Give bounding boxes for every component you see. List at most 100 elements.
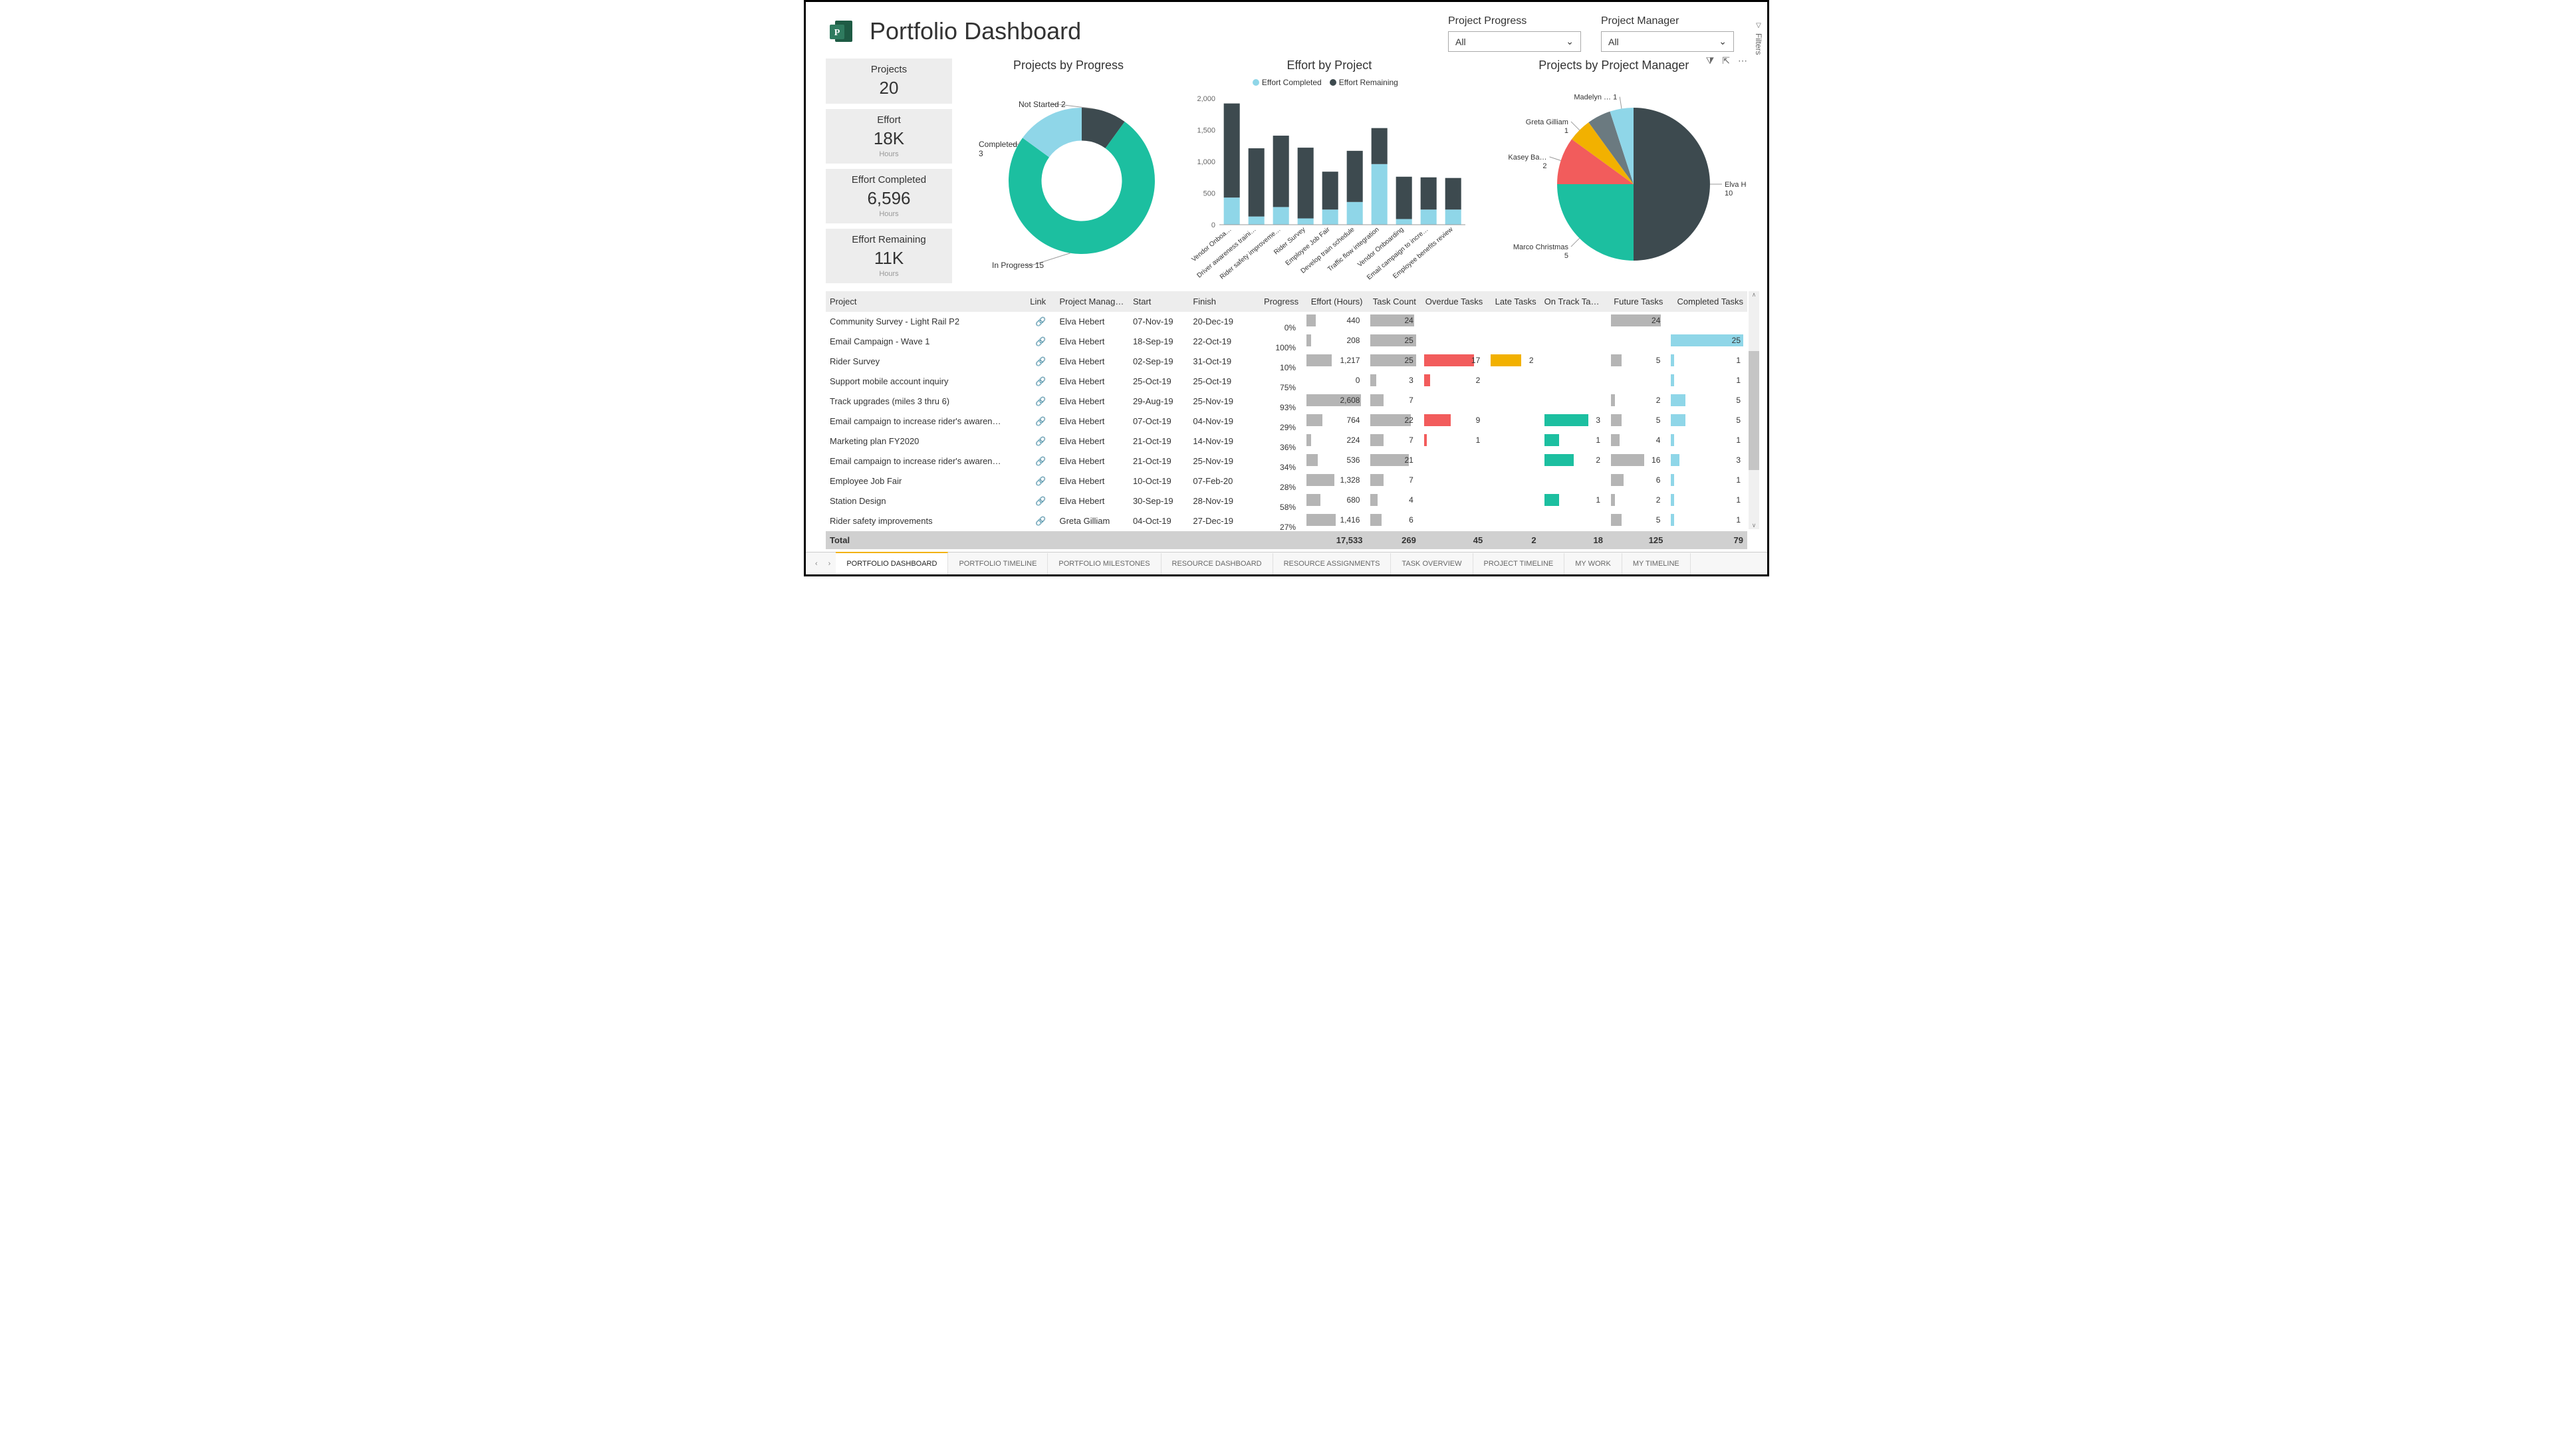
cell-completed: 1	[1667, 491, 1747, 511]
link-icon[interactable]: 🔗	[1035, 436, 1046, 446]
bar-completed[interactable]	[1273, 207, 1289, 225]
table-row[interactable]: Support mobile account inquiry 🔗 Elva He…	[826, 372, 1747, 392]
tab-task-overview[interactable]: TASK OVERVIEW	[1391, 553, 1473, 574]
pie-slice[interactable]	[1634, 108, 1710, 261]
column-header-manager[interactable]: Project Manager ▲	[1055, 291, 1128, 312]
scroll-down-icon[interactable]: ∨	[1752, 522, 1757, 529]
bar-remaining[interactable]	[1224, 104, 1240, 198]
bar-remaining[interactable]	[1396, 177, 1412, 219]
bar-completed[interactable]	[1347, 202, 1363, 225]
bar-completed[interactable]	[1224, 197, 1240, 225]
bar-remaining[interactable]	[1372, 128, 1388, 164]
cell-future: 5	[1607, 511, 1667, 531]
bar-remaining[interactable]	[1445, 178, 1461, 210]
table-row[interactable]: Employee Job Fair 🔗 Elva Hebert 10-Oct-1…	[826, 471, 1747, 491]
tab-portfolio-dashboard[interactable]: PORTFOLIO DASHBOARD	[836, 552, 948, 574]
link-icon[interactable]: 🔗	[1035, 476, 1046, 486]
table-row[interactable]: Email Campaign - Wave 1 🔗 Elva Hebert 18…	[826, 332, 1747, 352]
tab-resource-assignments[interactable]: RESOURCE ASSIGNMENTS	[1273, 553, 1392, 574]
filter-progress-select[interactable]: All ⌄	[1448, 31, 1581, 52]
bar-completed[interactable]	[1372, 164, 1388, 225]
tab-nav-next[interactable]: ›	[823, 556, 836, 572]
table-row[interactable]: Rider safety improvements 🔗 Greta Gillia…	[826, 511, 1747, 531]
link-icon[interactable]: 🔗	[1035, 516, 1046, 526]
scroll-thumb[interactable]	[1749, 351, 1759, 470]
table-row[interactable]: Rider Survey 🔗 Elva Hebert 02-Sep-19 31-…	[826, 352, 1747, 372]
bar-completed[interactable]	[1298, 219, 1314, 225]
cell-link[interactable]: 🔗	[1026, 312, 1055, 332]
column-header-completed[interactable]: Completed Tasks	[1667, 291, 1747, 312]
cell-link[interactable]: 🔗	[1026, 392, 1055, 412]
column-header-late[interactable]: Late Tasks	[1487, 291, 1540, 312]
bar-completed[interactable]	[1445, 209, 1461, 225]
bar-remaining[interactable]	[1273, 136, 1289, 207]
table-row[interactable]: Marketing plan FY2020 🔗 Elva Hebert 21-O…	[826, 431, 1747, 451]
table-row[interactable]: Email campaign to increase rider's aware…	[826, 412, 1747, 431]
scroll-up-icon[interactable]: ∧	[1752, 291, 1757, 299]
cell-link[interactable]: 🔗	[1026, 412, 1055, 431]
legend-item[interactable]: Effort Remaining	[1330, 78, 1398, 87]
legend-item[interactable]: Effort Completed	[1253, 78, 1322, 87]
bar-completed[interactable]	[1249, 217, 1265, 225]
cell-link[interactable]: 🔗	[1026, 431, 1055, 451]
bar-completed[interactable]	[1322, 209, 1338, 225]
bar-remaining[interactable]	[1249, 148, 1265, 217]
bar-remaining[interactable]	[1298, 148, 1314, 218]
column-header-project[interactable]: Project	[826, 291, 1026, 312]
bar-remaining[interactable]	[1347, 151, 1363, 202]
cell-project: Station Design	[826, 491, 1026, 511]
link-icon[interactable]: 🔗	[1035, 356, 1046, 366]
cell-link[interactable]: 🔗	[1026, 352, 1055, 372]
tab-resource-dashboard[interactable]: RESOURCE DASHBOARD	[1162, 553, 1273, 574]
table-row[interactable]: Station Design 🔗 Elva Hebert 30-Sep-19 2…	[826, 491, 1747, 511]
cell-link[interactable]: 🔗	[1026, 471, 1055, 491]
table-row[interactable]: Track upgrades (miles 3 thru 6) 🔗 Elva H…	[826, 392, 1747, 412]
link-icon[interactable]: 🔗	[1035, 336, 1046, 346]
link-icon[interactable]: 🔗	[1035, 456, 1046, 466]
link-icon[interactable]: 🔗	[1035, 316, 1046, 326]
table-row[interactable]: Email campaign to increase rider's aware…	[826, 451, 1747, 471]
export-icon[interactable]: ⇱	[1722, 55, 1730, 66]
column-header-finish[interactable]: Finish	[1189, 291, 1249, 312]
table-scrollbar[interactable]: ∧ ∨	[1749, 291, 1759, 529]
tab-my-work[interactable]: MY WORK	[1564, 553, 1622, 574]
column-header-future[interactable]: Future Tasks	[1607, 291, 1667, 312]
bar-completed[interactable]	[1396, 219, 1412, 225]
column-header-start[interactable]: Start	[1129, 291, 1189, 312]
cell-link[interactable]: 🔗	[1026, 332, 1055, 352]
column-header-tasks[interactable]: Task Count	[1366, 291, 1419, 312]
column-header-progress[interactable]: Progress	[1249, 291, 1302, 312]
column-header-ontrack[interactable]: On Track Tasks	[1540, 291, 1607, 312]
bar-completed[interactable]	[1421, 209, 1437, 225]
filter-manager-select[interactable]: All ⌄	[1601, 31, 1734, 52]
cell-completed: 5	[1667, 392, 1747, 412]
column-header-overdue[interactable]: Overdue Tasks	[1420, 291, 1487, 312]
column-header-link[interactable]: Link	[1026, 291, 1055, 312]
link-icon[interactable]: 🔗	[1035, 416, 1046, 426]
bar-remaining[interactable]	[1322, 172, 1338, 209]
filter-pane-toggle[interactable]: Filters	[1754, 22, 1763, 55]
pie-slice[interactable]	[1557, 184, 1634, 261]
cell-link[interactable]: 🔗	[1026, 511, 1055, 531]
cell-link[interactable]: 🔗	[1026, 491, 1055, 511]
link-icon[interactable]: 🔗	[1035, 396, 1046, 406]
column-header-effort[interactable]: Effort (Hours)	[1302, 291, 1366, 312]
bar-remaining[interactable]	[1421, 178, 1437, 209]
pie-chart: Elva Hebert10Marco Christmas5Kasey Ba…2G…	[1481, 78, 1747, 284]
cell-link[interactable]: 🔗	[1026, 451, 1055, 471]
filter-icon[interactable]: ⧩	[1706, 55, 1715, 66]
more-icon[interactable]: ⋯	[1738, 55, 1747, 66]
table-row[interactable]: Community Survey - Light Rail P2 🔗 Elva …	[826, 312, 1747, 332]
link-icon[interactable]: 🔗	[1035, 376, 1046, 386]
total-tasks: 269	[1366, 531, 1419, 550]
tab-project-timeline[interactable]: PROJECT TIMELINE	[1473, 553, 1565, 574]
tab-my-timeline[interactable]: MY TIMELINE	[1622, 553, 1691, 574]
cell-start: 29-Aug-19	[1129, 392, 1189, 412]
pie-label: 10	[1725, 189, 1733, 197]
cell-link[interactable]: 🔗	[1026, 372, 1055, 392]
tab-portfolio-milestones[interactable]: PORTFOLIO MILESTONES	[1048, 553, 1161, 574]
link-icon[interactable]: 🔗	[1035, 496, 1046, 506]
tab-portfolio-timeline[interactable]: PORTFOLIO TIMELINE	[948, 553, 1048, 574]
tab-nav-prev[interactable]: ‹	[810, 556, 823, 572]
kpi-unit: Hours	[832, 270, 945, 278]
